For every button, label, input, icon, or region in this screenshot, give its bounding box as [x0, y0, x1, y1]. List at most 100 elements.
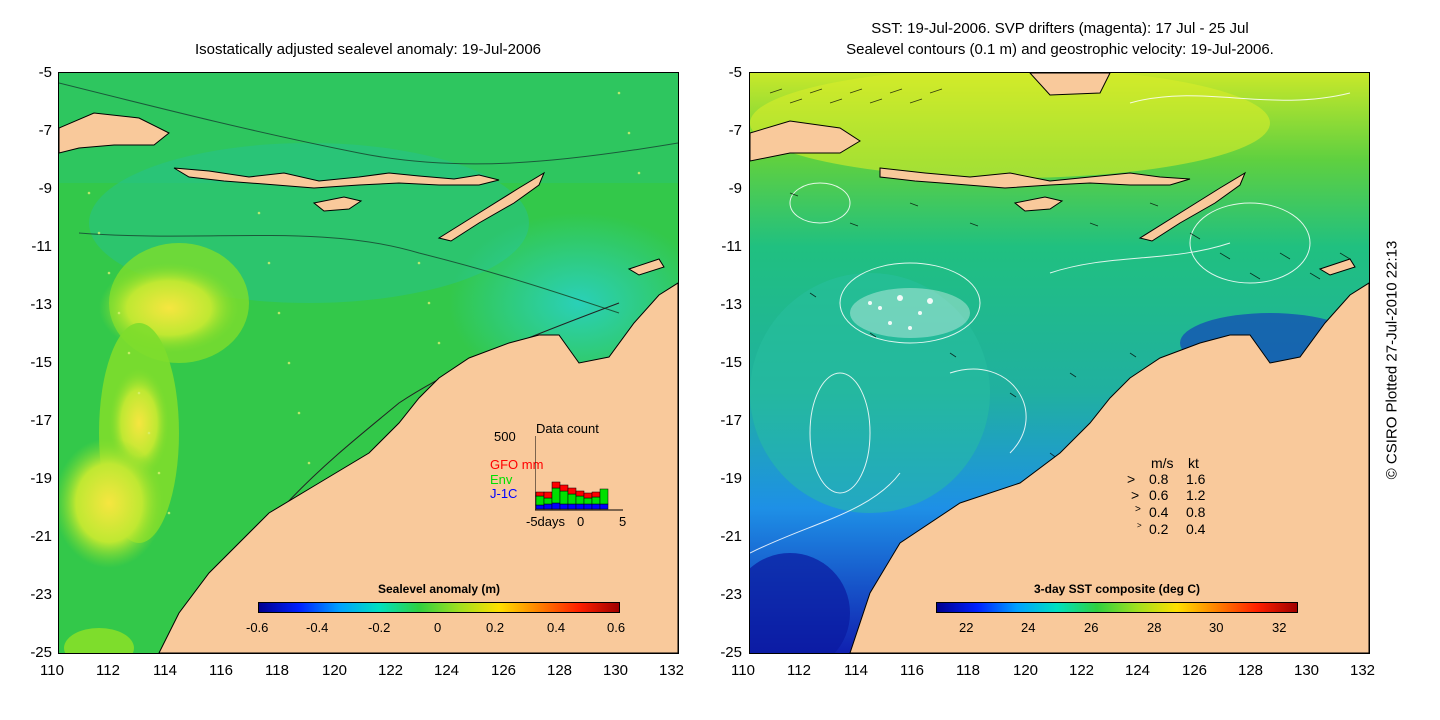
left-x-tick: 120 — [322, 662, 348, 679]
sst-colorbar-label: 3-day SST composite (deg C) — [1033, 582, 1201, 596]
left-y-tick: -23 — [30, 586, 52, 603]
sealevel-tick-4: 0 — [434, 620, 442, 635]
left-x-tick: 116 — [209, 662, 233, 679]
speed-key-ms-4: 0.2 — [1149, 521, 1169, 537]
right-x-tick: 132 — [1350, 662, 1376, 679]
sealevel-tick-1: -0.6 — [246, 620, 269, 635]
sealevel-colorbar-gradient — [258, 602, 620, 613]
sst-tick-2: 24 — [1021, 620, 1036, 635]
right-y-axis: -5 -7 -9 -11 -13 -15 -17 -19 -21 -23 -25 — [690, 64, 742, 664]
speed-key-kt-2: 1.2 — [1186, 487, 1206, 503]
left-x-tick: 122 — [378, 662, 404, 679]
right-x-tick: 112 — [787, 662, 811, 679]
left-y-tick: -13 — [30, 296, 52, 313]
speed-key-ms-1: 0.8 — [1149, 471, 1169, 487]
right-x-tick: 128 — [1238, 662, 1264, 679]
left-map-title: Isostatically adjusted sealevel anomaly:… — [194, 41, 542, 58]
data-count-xlabel-zero: 0 — [577, 514, 585, 529]
left-y-tick: -9 — [38, 180, 52, 197]
speed-key-arrow-2: > — [1131, 487, 1140, 503]
right-x-tick: 124 — [1125, 662, 1151, 679]
sealevel-tick-2: -0.4 — [306, 620, 329, 635]
right-y-tick: -7 — [728, 122, 742, 139]
right-x-tick: 120 — [1013, 662, 1039, 679]
right-y-tick: -25 — [720, 644, 742, 661]
sst-colorbar: 3-day SST composite (deg C) 22 24 26 28 … — [936, 582, 1298, 635]
left-y-tick: -17 — [30, 412, 52, 429]
right-x-tick: 122 — [1069, 662, 1095, 679]
left-y-tick: -21 — [30, 528, 52, 545]
right-y-tick: -15 — [720, 354, 742, 371]
speed-key-arrow-3: > — [1135, 504, 1141, 515]
copyright-text: © CSIRO Plotted 27-Jul-2010 22:13 — [1383, 240, 1401, 480]
sealevel-tick-7: 0.6 — [607, 620, 626, 635]
sealevel-colorbar-label: Sealevel anomaly (m) — [377, 582, 501, 596]
left-y-tick: -7 — [38, 122, 52, 139]
left-x-tick: 128 — [547, 662, 573, 679]
sst-map — [749, 72, 1370, 654]
right-y-tick: -11 — [721, 238, 742, 255]
left-y-tick: -25 — [30, 644, 52, 661]
speed-key: m/s kt > 0.8 1.6 > 0.6 1.2 > 0.4 0.8 > 0… — [1125, 455, 1235, 545]
speed-key-ms-3: 0.4 — [1149, 504, 1169, 520]
left-x-tick: 112 — [96, 662, 120, 679]
left-y-tick: -19 — [30, 470, 52, 487]
left-y-tick: -5 — [38, 64, 52, 81]
speed-key-kt-4: 0.4 — [1186, 521, 1206, 537]
sealevel-colorbar: Sealevel anomaly (m) -0.6 -0.4 -0.2 0 0.… — [246, 582, 625, 635]
sst-tick-1: 22 — [959, 620, 974, 635]
speed-key-arrow-4: > — [1137, 521, 1142, 530]
right-x-tick: 126 — [1182, 662, 1208, 679]
right-y-tick: -23 — [720, 586, 742, 603]
right-x-tick: 118 — [956, 662, 980, 679]
left-x-tick: 114 — [153, 662, 177, 679]
right-x-tick: 130 — [1294, 662, 1320, 679]
speed-key-kt-1: 1.6 — [1186, 471, 1206, 487]
sst-tick-3: 26 — [1084, 620, 1099, 635]
data-count-ymax: 500 — [494, 429, 516, 444]
right-map-title-line2: Sealevel contours (0.1 m) and geostrophi… — [846, 41, 1274, 58]
sst-tick-4: 28 — [1147, 620, 1162, 635]
left-x-tick: 110 — [40, 662, 64, 679]
data-count-histogram — [535, 436, 623, 511]
data-count-inset: Data count 500 GFO mm Env J-1C -5days 0 … — [480, 420, 640, 530]
legend-gfo: GFO mm — [490, 457, 544, 472]
right-y-tick: -5 — [728, 64, 742, 81]
right-x-tick: 116 — [900, 662, 924, 679]
right-y-tick: -17 — [720, 412, 742, 429]
speed-key-kt-3: 0.8 — [1186, 504, 1206, 520]
speed-key-arrow-1: > — [1127, 471, 1136, 487]
legend-env: Env — [490, 472, 513, 487]
sealevel-tick-3: -0.2 — [368, 620, 391, 635]
sealevel-tick-6: 0.4 — [547, 620, 566, 635]
left-x-tick: 126 — [491, 662, 517, 679]
data-count-xlabel-end: 5 — [619, 514, 627, 529]
left-x-axis: 110 112 114 116 118 120 122 124 126 128 … — [40, 662, 700, 682]
right-y-tick: -19 — [720, 470, 742, 487]
sst-colorbar-gradient — [936, 602, 1298, 613]
right-map-title-line1: SST: 19-Jul-2006. SVP drifters (magenta)… — [871, 20, 1249, 37]
speed-key-ms-2: 0.6 — [1149, 487, 1169, 503]
left-y-tick: -11 — [31, 238, 52, 255]
left-y-tick: -15 — [30, 354, 52, 371]
left-x-tick: 124 — [434, 662, 460, 679]
right-y-tick: -21 — [720, 528, 742, 545]
sst-tick-5: 30 — [1209, 620, 1224, 635]
left-x-tick: 132 — [659, 662, 685, 679]
right-x-tick: 110 — [731, 662, 755, 679]
speed-key-header-kt: kt — [1188, 455, 1199, 471]
left-x-tick: 118 — [265, 662, 289, 679]
data-count-xlabel-start: -5days — [526, 514, 566, 529]
right-x-axis: 110 112 114 116 118 120 122 124 126 128 … — [731, 662, 1411, 682]
speed-key-header-ms: m/s — [1151, 455, 1174, 471]
sst-tick-6: 32 — [1272, 620, 1287, 635]
left-x-tick: 130 — [603, 662, 629, 679]
right-y-tick: -13 — [720, 296, 742, 313]
right-x-tick: 114 — [844, 662, 868, 679]
right-y-tick: -9 — [728, 180, 742, 197]
sealevel-anomaly-map — [58, 72, 679, 654]
sealevel-tick-5: 0.2 — [486, 620, 505, 635]
data-count-title: Data count — [536, 421, 599, 436]
legend-j1c: J-1C — [490, 486, 518, 501]
left-y-axis: -5 -7 -9 -11 -13 -15 -17 -19 -21 -23 -25 — [0, 64, 52, 664]
